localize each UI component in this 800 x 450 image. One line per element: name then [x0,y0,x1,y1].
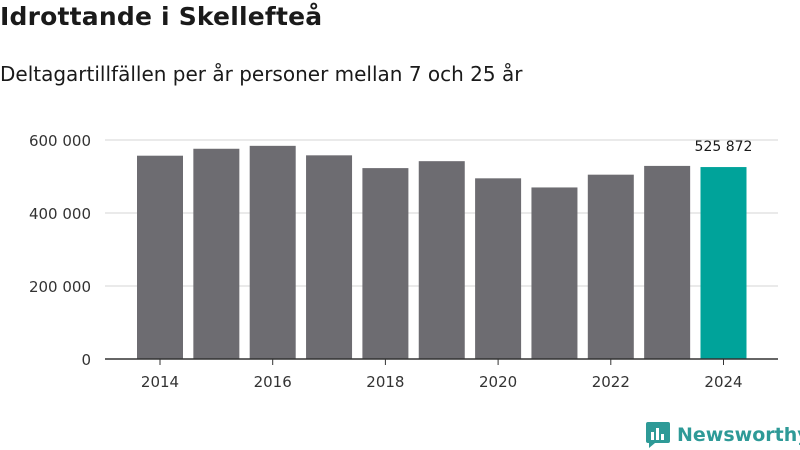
x-tick-label: 2024 [704,373,742,391]
chart-title: Idrottande i Skellefteå [0,2,323,31]
x-tick-label: 2014 [141,373,179,391]
data-label: 525 872 [695,139,753,155]
bar-2015 [193,148,240,359]
bar-2017 [306,155,353,359]
y-tick-label: 600 000 [29,132,91,150]
bar-2019 [418,161,465,359]
y-tick-label: 0 [81,351,91,369]
bar-2020 [475,178,522,359]
newsworthy-logo: Newsworthy [645,421,800,449]
bar-chart-chat-icon [646,422,670,448]
brand-name: Newsworthy [677,424,800,446]
x-tick-label: 2022 [592,373,630,391]
chart-subtitle: Deltagartillfällen per år personer mella… [0,62,523,86]
bar-2016 [249,145,296,359]
y-tick-label: 200 000 [29,278,91,296]
bar-2014 [137,155,183,359]
x-tick-label: 2018 [366,373,404,391]
bar-2024 [700,167,747,359]
x-tick-label: 2020 [479,373,517,391]
bar-2023 [644,165,691,359]
bar-2021 [531,187,578,359]
y-tick-label: 400 000 [29,205,91,223]
bar-2022 [587,174,634,359]
x-tick-label: 2016 [254,373,292,391]
bar-2018 [362,168,409,359]
